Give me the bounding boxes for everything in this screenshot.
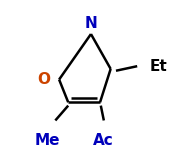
Text: O: O	[37, 72, 50, 87]
Text: Ac: Ac	[93, 133, 113, 148]
Text: N: N	[85, 16, 97, 31]
Text: Et: Et	[150, 59, 168, 74]
Text: Me: Me	[35, 133, 60, 148]
